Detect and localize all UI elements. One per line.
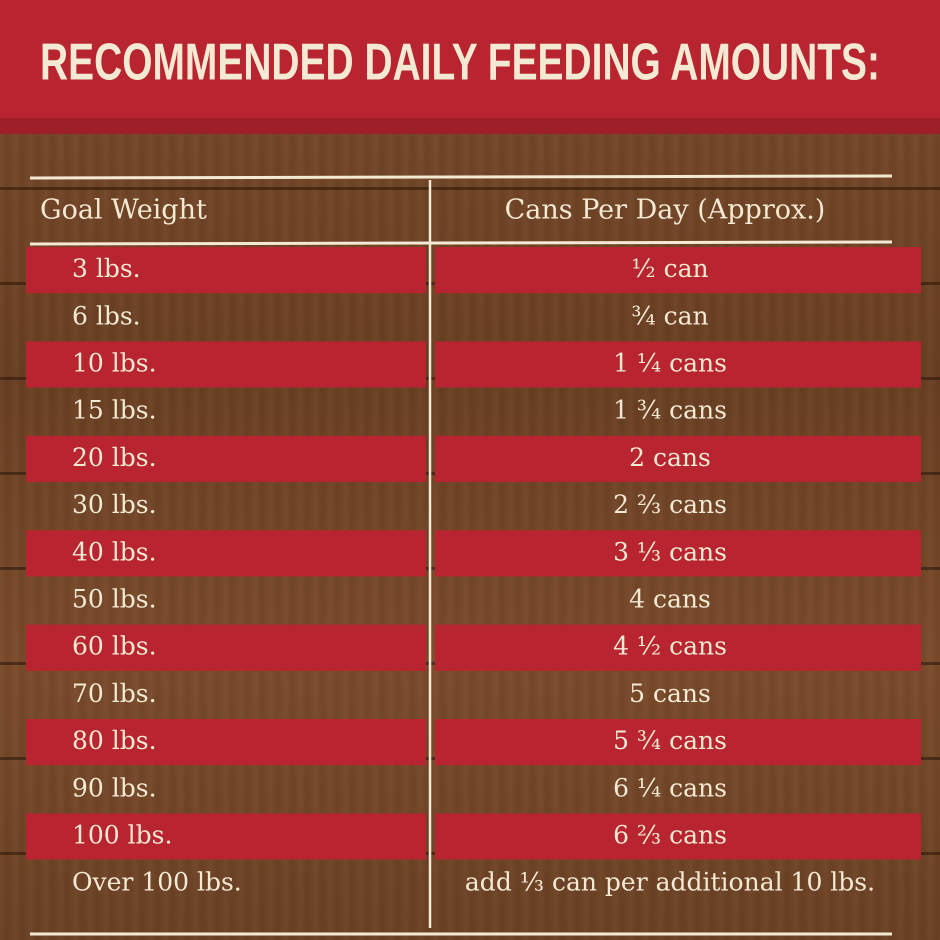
row-stripe [26,813,426,860]
row-stripe [435,530,921,577]
weight-cell: 20 lbs. [72,443,157,472]
row-stripe [435,435,921,482]
row-stripe [435,624,921,671]
cans-cell: 1 ¼ cans [613,349,727,378]
cans-cell: 4 cans [629,585,711,614]
cans-cell: 5 ¾ cans [613,726,727,755]
row-stripe [435,813,921,860]
cans-cell: add ⅓ can per additional 10 lbs. [465,868,875,897]
weight-cell: 3 lbs. [72,254,141,283]
row-stripe [26,341,426,388]
column-header: Goal Weight [40,195,207,226]
weight-cell: 90 lbs. [72,773,157,802]
row-stripe [26,719,426,766]
cans-cell: 5 cans [629,679,711,708]
row-stripe [435,719,921,766]
banner-edge [0,118,940,134]
rule-header [29,240,893,246]
row-stripe [26,435,426,482]
weight-cell: Over 100 lbs. [72,868,242,897]
cans-cell: ¾ can [631,301,708,330]
row-stripe [435,247,921,294]
weight-cell: 60 lbs. [72,632,157,661]
row-stripe [26,247,426,294]
cans-cell: 2 cans [629,443,711,472]
cans-cell: 6 ⅔ cans [613,821,727,850]
cans-cell: 1 ¾ cans [613,396,727,425]
cans-cell: ½ can [631,254,708,283]
rule-top [29,174,893,180]
column-header: Cans Per Day (Approx.) [505,195,826,226]
cans-cell: 6 ¼ cans [613,773,727,802]
weight-cell: 30 lbs. [72,490,157,519]
weight-cell: 10 lbs. [72,349,157,378]
row-stripe [26,530,426,577]
weight-cell: 70 lbs. [72,679,157,708]
title-banner [0,0,940,128]
title: RECOMMENDED DAILY FEEDING AMOUNTS: [40,34,880,92]
weight-cell: 6 lbs. [72,301,141,330]
weight-cell: 40 lbs. [72,537,157,566]
weight-cell: 15 lbs. [72,396,157,425]
cans-cell: 4 ½ cans [613,632,727,661]
weight-cell: 50 lbs. [72,585,157,614]
weight-cell: 80 lbs. [72,726,157,755]
row-stripe [26,624,426,671]
row-stripe [435,341,921,388]
weight-cell: 100 lbs. [72,821,172,850]
cans-cell: 2 ⅔ cans [613,490,727,519]
cans-cell: 3 ⅓ cans [613,537,727,566]
